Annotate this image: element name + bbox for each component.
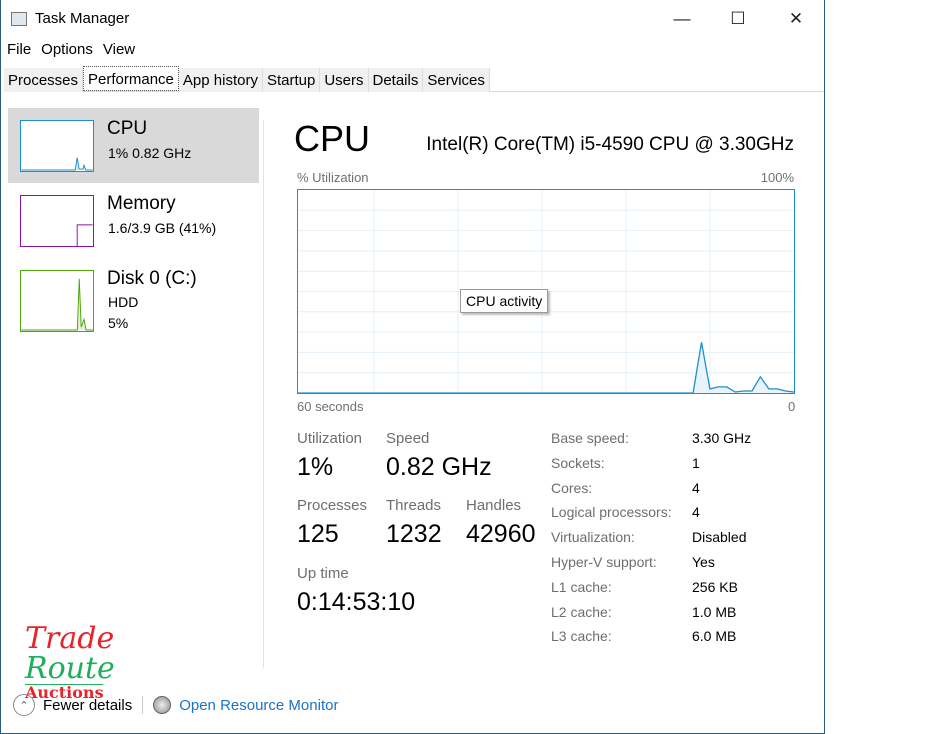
uptime-label: Up time <box>297 565 349 582</box>
footer-divider <box>142 696 144 714</box>
watermark-line3: Auctions <box>25 683 104 702</box>
detail-value: 4 <box>692 504 700 521</box>
sidebar-memory-name: Memory <box>107 193 176 214</box>
tab-processes[interactable]: Processes <box>4 68 84 92</box>
tab-details[interactable]: Details <box>368 68 424 92</box>
tab-performance[interactable]: Performance <box>83 66 179 91</box>
detail-value: 4 <box>692 479 700 496</box>
menu-view[interactable]: View <box>102 41 136 58</box>
detail-label: Base speed: <box>551 430 629 446</box>
close-button[interactable]: ✕ <box>788 9 804 28</box>
utilization-line <box>298 342 794 393</box>
tab-app-history[interactable]: App history <box>178 68 263 92</box>
speed-value: 0.82 GHz <box>386 453 492 481</box>
detail-value: 6.0 MB <box>692 628 737 645</box>
detail-value: 256 KB <box>692 578 738 595</box>
speed-label: Speed <box>386 430 430 447</box>
sidebar-memory-value: 1.6/3.9 GB (41%) <box>108 220 217 236</box>
sidebar-item-cpu[interactable]: CPU 1% 0.82 GHz <box>8 108 259 183</box>
watermark-line1: Trade <box>25 621 115 656</box>
footer: ⌃ Fewer details Open Resource Monitor <box>13 694 338 716</box>
threads-label: Threads <box>386 497 442 514</box>
sidebar-item-disk[interactable]: Disk 0 (C:) HDD 5% <box>8 258 259 333</box>
handles-label: Handles <box>466 497 522 514</box>
utilization-label: Utilization <box>297 430 363 447</box>
sidebar-disk-type: HDD <box>108 294 139 310</box>
watermark-line2: Route <box>25 651 115 686</box>
sidebar-disk-name: Disk 0 (C:) <box>107 268 197 289</box>
cpu-utilization-graph <box>297 189 795 394</box>
tab-bar: Processes Performance App history Startu… <box>4 66 824 92</box>
detail-label: Sockets: <box>551 454 605 471</box>
disk-thumbnail-graph <box>20 270 94 332</box>
sidebar-disk-value: 5% <box>108 315 129 331</box>
sidebar-cpu-name: CPU <box>107 118 148 139</box>
task-manager-icon <box>11 11 27 26</box>
detail-label: Virtualization: <box>551 529 635 546</box>
fewer-details-link[interactable]: Fewer details <box>43 696 133 714</box>
detail-label: L3 cache: <box>551 628 612 645</box>
uptime-value: 0:14:53:10 <box>297 588 416 616</box>
page-title: CPU <box>294 118 371 159</box>
graph-time-left: 60 seconds <box>297 399 364 414</box>
sidebar-item-memory[interactable]: Memory 1.6/3.9 GB (41%) <box>8 183 259 258</box>
cpu-model: Intel(R) Core(TM) i5-4590 CPU @ 3.30GHz <box>426 134 794 155</box>
menu-file[interactable]: File <box>7 41 32 58</box>
minimize-button[interactable]: — <box>673 9 691 28</box>
menu-bar: File Options View <box>7 41 135 58</box>
detail-value: 1 <box>692 454 700 471</box>
processes-label: Processes <box>297 497 368 514</box>
graph-time-right: 0 <box>788 399 796 414</box>
title-bar: Task Manager <box>11 10 129 27</box>
chevron-up-icon[interactable]: ⌃ <box>13 694 35 716</box>
maximize-button[interactable]: ☐ <box>730 9 746 28</box>
window-title: Task Manager <box>35 10 130 27</box>
resource-monitor-icon <box>153 696 172 714</box>
sidebar-cpu-value: 1% 0.82 GHz <box>108 145 192 161</box>
detail-label: Logical processors: <box>551 504 672 521</box>
threads-value: 1232 <box>386 520 442 548</box>
tooltip: CPU activity <box>460 289 549 313</box>
detail-value: Yes <box>692 554 715 570</box>
detail-label: Cores: <box>551 479 593 496</box>
handles-value: 42960 <box>466 520 536 548</box>
processes-value: 125 <box>297 520 339 548</box>
open-resource-monitor-link[interactable]: Open Resource Monitor <box>179 696 339 714</box>
memory-thumbnail-graph <box>20 195 94 247</box>
tab-startup[interactable]: Startup <box>262 68 321 92</box>
watermark-logo: Trade Route Auctions <box>25 621 115 702</box>
detail-label: L2 cache: <box>551 603 612 620</box>
divider <box>263 120 264 668</box>
cpu-thumbnail-graph <box>20 120 94 172</box>
detail-label: L1 cache: <box>551 578 612 595</box>
utilization-value: 1% <box>297 453 334 481</box>
detail-value: 1.0 MB <box>692 603 737 620</box>
menu-options[interactable]: Options <box>41 41 93 58</box>
graph-max: 100% <box>760 170 794 185</box>
detail-label: Hyper-V support: <box>551 554 657 570</box>
detail-value: Disabled <box>692 529 747 546</box>
tab-users[interactable]: Users <box>320 68 369 92</box>
detail-value: 3.30 GHz <box>692 430 752 446</box>
task-manager-window: Task Manager — ☐ ✕ File Options View Pro… <box>0 0 825 734</box>
utilization-area <box>298 342 794 393</box>
tab-services[interactable]: Services <box>423 68 490 92</box>
graph-label: % Utilization <box>297 170 369 185</box>
